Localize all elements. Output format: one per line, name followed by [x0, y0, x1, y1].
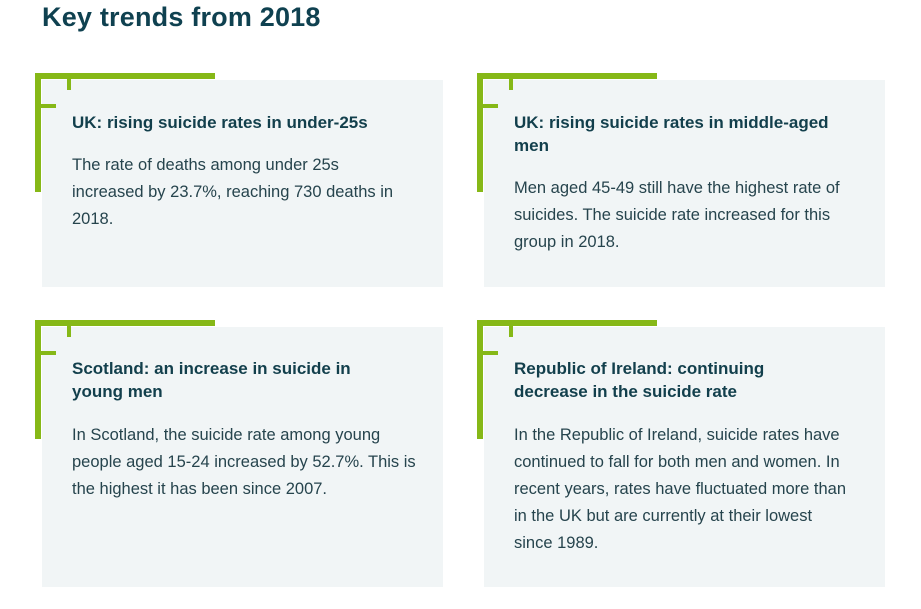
bracket-left-bar — [477, 73, 483, 192]
bracket-left-bar — [35, 73, 41, 192]
bracket-top-bar — [35, 73, 215, 79]
card-heading: Republic of Ireland: continuing decrease… — [514, 359, 765, 401]
bracket-left-bar — [477, 320, 483, 439]
trend-card-uk-middle-aged-men: UK: rising suicide rates in middle-aged … — [484, 80, 885, 287]
card-body: The rate of deaths among under 25s incre… — [72, 156, 394, 228]
page-title: Key trends from 2018 — [42, 2, 321, 32]
card-body: In the Republic of Ireland, suicide rate… — [514, 426, 847, 552]
bracket-top-bar — [477, 320, 657, 326]
card-body: Men aged 45-49 still have the highest ra… — [514, 179, 840, 251]
trend-card-uk-under-25s: UK: rising suicide rates in under-25s Th… — [42, 80, 443, 287]
card-body: In Scotland, the suicide rate among youn… — [72, 426, 416, 498]
trend-card-ireland-decrease: Republic of Ireland: continuing decrease… — [484, 327, 885, 587]
bracket-left-bar — [35, 320, 41, 439]
card-heading: Scotland: an increase in suicide in youn… — [72, 359, 351, 401]
card-heading: UK: rising suicide rates in middle-aged … — [514, 113, 829, 155]
card-heading: UK: rising suicide rates in under-25s — [72, 113, 368, 132]
bracket-top-bar — [477, 73, 657, 79]
bracket-top-bar — [35, 320, 215, 326]
trend-card-scotland-young-men: Scotland: an increase in suicide in youn… — [42, 327, 443, 587]
